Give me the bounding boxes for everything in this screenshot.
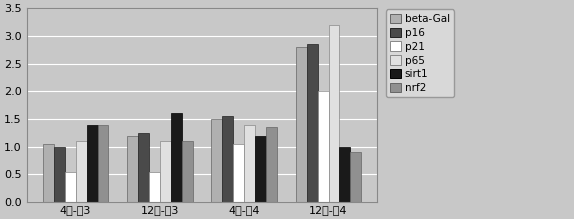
Bar xyxy=(339,147,351,202)
Bar xyxy=(138,133,149,202)
Bar xyxy=(42,144,54,202)
Bar xyxy=(211,119,222,202)
Legend: beta-Gal, p16, p21, p65, sirt1, nrf2: beta-Gal, p16, p21, p65, sirt1, nrf2 xyxy=(386,9,454,97)
Bar xyxy=(296,47,307,202)
Bar xyxy=(351,152,362,202)
Bar xyxy=(328,25,339,202)
Bar xyxy=(266,127,277,202)
Bar xyxy=(160,141,171,202)
Bar xyxy=(233,144,244,202)
Bar xyxy=(127,136,138,202)
Bar xyxy=(244,124,255,202)
Bar xyxy=(307,44,317,202)
Bar xyxy=(76,141,87,202)
Bar xyxy=(317,91,328,202)
Bar xyxy=(149,172,160,202)
Bar xyxy=(65,172,76,202)
Bar xyxy=(255,136,266,202)
Bar xyxy=(171,113,182,202)
Bar xyxy=(98,124,108,202)
Bar xyxy=(222,116,233,202)
Bar xyxy=(54,147,65,202)
Bar xyxy=(87,124,98,202)
Bar xyxy=(182,141,193,202)
